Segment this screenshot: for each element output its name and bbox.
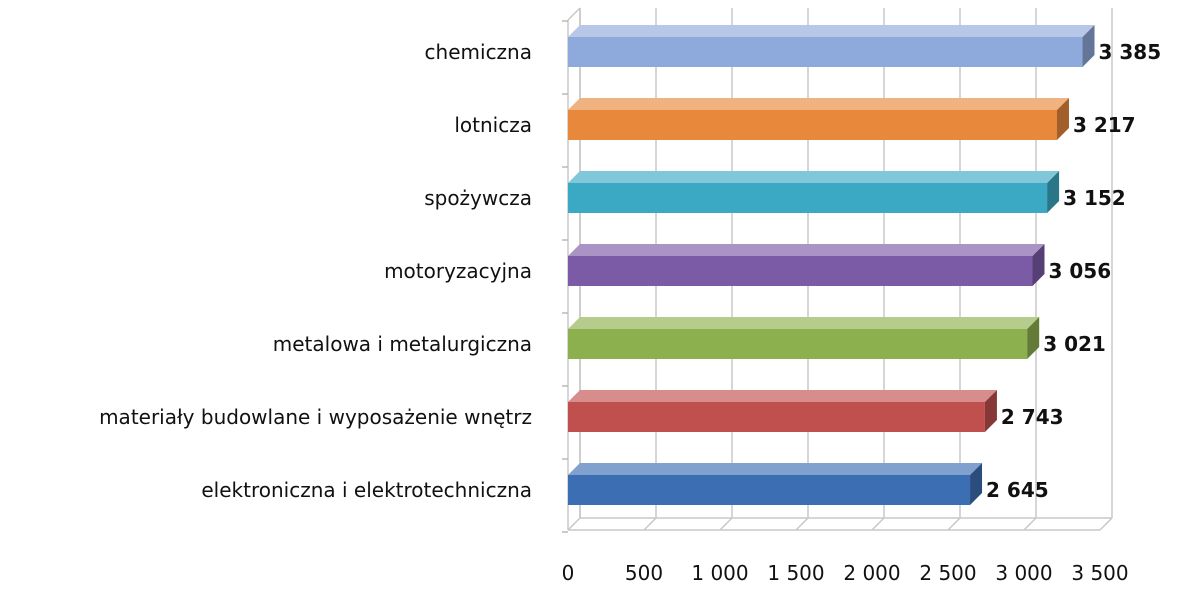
data-label: 2 645 bbox=[986, 478, 1049, 502]
x-tick-label: 3 500 bbox=[1071, 561, 1128, 585]
category-label: metalowa i metalurgiczna bbox=[273, 332, 532, 356]
data-label: 3 385 bbox=[1099, 40, 1162, 64]
bar-front-face bbox=[568, 37, 1083, 67]
bar-end-face bbox=[1027, 317, 1040, 359]
bar-front-face bbox=[568, 329, 1028, 359]
floor-gridline-3000 bbox=[1023, 517, 1037, 531]
bar-end-face bbox=[1056, 98, 1069, 140]
bar-end-face bbox=[984, 390, 997, 432]
category-label: elektroniczna i elektrotechniczna bbox=[201, 478, 532, 502]
category-label: motoryzacyjna bbox=[384, 259, 532, 283]
bar-1 bbox=[568, 25, 1095, 67]
x-tick-label: 1 000 bbox=[691, 561, 748, 585]
side-wall-top-edge bbox=[567, 7, 581, 21]
bar-7 bbox=[568, 463, 983, 505]
floor-gridline-0 bbox=[567, 517, 581, 531]
category-label: lotnicza bbox=[454, 113, 532, 137]
bar-end-face bbox=[1082, 25, 1095, 67]
data-label: 3 152 bbox=[1063, 186, 1126, 210]
bar-front-face bbox=[568, 110, 1057, 140]
bar-5 bbox=[568, 317, 1040, 359]
floor-gridline-1000 bbox=[719, 517, 733, 531]
bar-end-face bbox=[1032, 244, 1045, 286]
bar-6 bbox=[568, 390, 997, 432]
bar-front-face bbox=[568, 256, 1033, 286]
bar-front-face bbox=[568, 475, 971, 505]
bar-2 bbox=[568, 98, 1069, 140]
bar-3 bbox=[568, 171, 1060, 213]
data-label: 3 021 bbox=[1043, 332, 1106, 356]
bar-front-face bbox=[568, 402, 985, 432]
bar-top-face bbox=[568, 171, 1060, 183]
floor-gridline-2500 bbox=[947, 517, 961, 531]
category-label: chemiczna bbox=[425, 40, 532, 64]
x-tick-label: 2 500 bbox=[919, 561, 976, 585]
bar-end-face bbox=[1047, 171, 1060, 213]
x-tick-label: 500 bbox=[625, 561, 663, 585]
data-label: 3 217 bbox=[1073, 113, 1136, 137]
floor-gridline-1500 bbox=[795, 517, 809, 531]
bar-top-face bbox=[568, 463, 983, 475]
bar-end-face bbox=[970, 463, 983, 505]
x-tick-label: 3 000 bbox=[995, 561, 1052, 585]
bar-top-face bbox=[568, 244, 1045, 256]
bar-top-face bbox=[568, 25, 1095, 37]
category-label: materiały budowlane i wyposażenie wnętrz bbox=[99, 405, 532, 429]
floor-gridline-500 bbox=[643, 517, 657, 531]
x-tick-label: 2 000 bbox=[843, 561, 900, 585]
bar-4 bbox=[568, 244, 1045, 286]
bar-front-face bbox=[568, 183, 1048, 213]
floor-gridline-3500 bbox=[1099, 517, 1113, 531]
x-tick-label: 1 500 bbox=[767, 561, 824, 585]
bar-top-face bbox=[568, 390, 997, 402]
data-label: 3 056 bbox=[1049, 259, 1112, 283]
category-label: spożywcza bbox=[424, 186, 532, 210]
bar-top-face bbox=[568, 317, 1040, 329]
bar-top-face bbox=[568, 98, 1069, 110]
floor-gridline-2000 bbox=[871, 517, 885, 531]
x-tick-label: 0 bbox=[562, 561, 575, 585]
data-label: 2 743 bbox=[1001, 405, 1064, 429]
